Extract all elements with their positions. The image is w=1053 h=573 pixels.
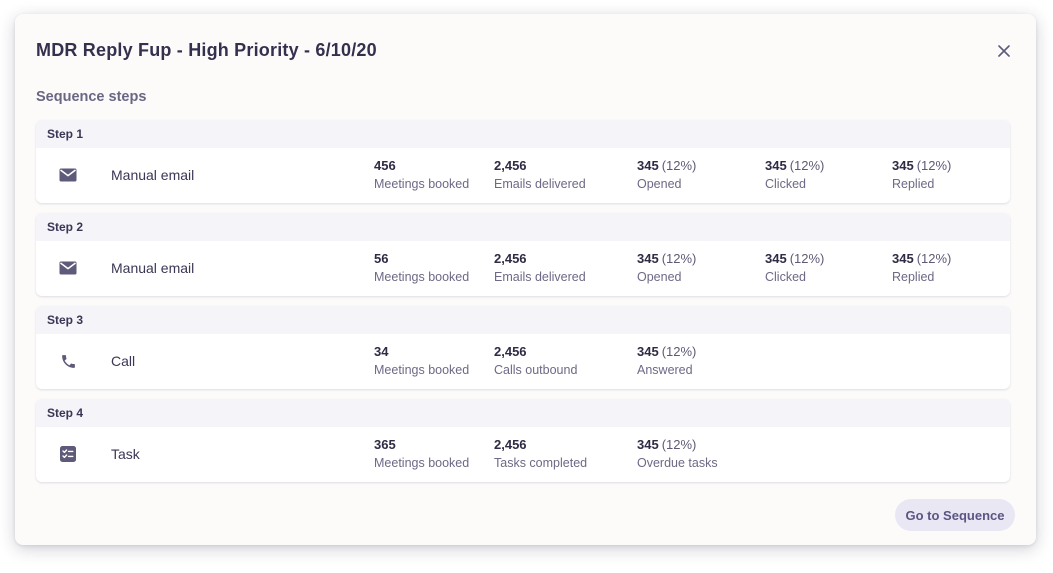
metric-label: Overdue tasks [637, 456, 718, 470]
step-metric: 345 (12%) Replied [892, 157, 951, 193]
metric-label: Answered [637, 363, 693, 377]
metric-label: Clicked [765, 177, 806, 191]
metric-percent: (12%) [661, 251, 697, 266]
step-metric: 365 Meetings booked [374, 436, 469, 472]
go-to-sequence-button[interactable]: Go to Sequence [895, 499, 1015, 531]
email-icon [59, 166, 77, 184]
step-card: Step 2 Manual email 56 Meetings booked 2,456… [36, 213, 1010, 296]
step-metric: 2,456 Emails delivered [494, 250, 586, 286]
metric-label: Opened [637, 177, 682, 191]
step-metric: 56 Meetings booked [374, 250, 469, 286]
step-body: Task 365 Meetings booked 2,456 Tasks complet… [36, 427, 1010, 482]
step-metric: 2,456 Emails delivered [494, 157, 586, 193]
metric-value: 345 [637, 251, 659, 266]
step-card: Step 3 Call 34 Meetings booked 2,456 Calls ou… [36, 306, 1010, 389]
metric-percent: (12%) [661, 437, 697, 452]
step-metric: 345 (12%) Clicked [765, 157, 824, 193]
metric-label: Emails delivered [494, 270, 586, 284]
metric-label: Emails delivered [494, 177, 586, 191]
modal-title: MDR Reply Fup - High Priority - 6/10/20 [36, 40, 377, 60]
metric-value: 365 [374, 437, 396, 452]
step-card: Step 1 Manual email 456 Meetings booked 2,45… [36, 120, 1010, 203]
metric-label: Meetings booked [374, 270, 470, 284]
phone-icon [59, 352, 77, 370]
metric-percent: (12%) [661, 158, 697, 173]
metric-value: 56 [374, 251, 389, 266]
metric-label: Tasks completed [494, 456, 588, 470]
step-metric: 345 (12%) Replied [892, 250, 951, 286]
metric-value: 456 [374, 158, 396, 173]
metric-value: 345 [637, 437, 659, 452]
step-label: Step 1 [36, 120, 1010, 148]
metric-percent: (12%) [661, 344, 697, 359]
metric-value: 345 [637, 344, 659, 359]
step-body: Call 34 Meetings booked 2,456 Calls outbound… [36, 334, 1010, 389]
step-metric: 345 (12%) Answered [637, 343, 696, 379]
metric-value: 2,456 [494, 158, 527, 173]
metric-value: 34 [374, 344, 389, 359]
metric-value: 2,456 [494, 344, 527, 359]
metric-label: Meetings booked [374, 363, 470, 377]
step-metric: 345 (12%) Overdue tasks [637, 436, 718, 472]
step-metric: 345 (12%) Opened [637, 157, 696, 193]
step-label: Step 4 [36, 399, 1010, 427]
step-metric: 345 (12%) Clicked [765, 250, 824, 286]
metric-percent: (12%) [916, 251, 952, 266]
step-label: Step 2 [36, 213, 1010, 241]
metric-value: 2,456 [494, 251, 527, 266]
step-type: Manual email [111, 167, 195, 183]
metric-value: 345 [637, 158, 659, 173]
metric-percent: (12%) [789, 251, 825, 266]
metric-label: Calls outbound [494, 363, 578, 377]
metric-value: 2,456 [494, 437, 527, 452]
metric-label: Replied [892, 177, 935, 191]
metric-value: 345 [765, 158, 787, 173]
metric-label: Clicked [765, 270, 806, 284]
step-metric: 2,456 Tasks completed [494, 436, 587, 472]
metric-label: Opened [637, 270, 682, 284]
step-card: Step 4 Task 365 Meetings booked 2,456 Tasks c… [36, 399, 1010, 482]
step-body: Manual email 456 Meetings booked 2,456 Email… [36, 148, 1010, 203]
metric-label: Replied [892, 270, 935, 284]
sequence-modal: MDR Reply Fup - High Priority - 6/10/20 … [15, 14, 1036, 545]
email-icon [59, 259, 77, 277]
step-type: Call [111, 353, 136, 369]
metric-percent: (12%) [916, 158, 952, 173]
step-label: Step 3 [36, 306, 1010, 334]
step-metric: 456 Meetings booked [374, 157, 469, 193]
metric-value: 345 [892, 251, 914, 266]
close-button[interactable] [994, 41, 1014, 61]
step-metric: 345 (12%) Opened [637, 250, 696, 286]
close-icon [998, 45, 1010, 57]
metric-label: Meetings booked [374, 456, 470, 470]
metric-value: 345 [892, 158, 914, 173]
step-type: Manual email [111, 260, 195, 276]
metric-label: Meetings booked [374, 177, 470, 191]
metric-value: 345 [765, 251, 787, 266]
step-body: Manual email 56 Meetings booked 2,456 Emails… [36, 241, 1010, 296]
step-type: Task [111, 446, 140, 462]
step-metric: 34 Meetings booked [374, 343, 469, 379]
task-icon [59, 445, 77, 463]
metric-percent: (12%) [789, 158, 825, 173]
section-title: Sequence steps [36, 89, 147, 105]
step-metric: 2,456 Calls outbound [494, 343, 577, 379]
